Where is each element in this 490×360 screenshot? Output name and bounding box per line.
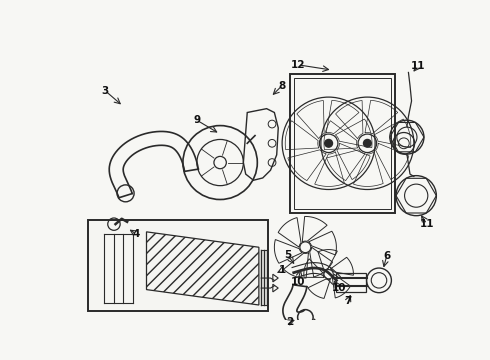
Circle shape xyxy=(325,139,333,147)
Text: 11: 11 xyxy=(420,219,434,229)
Text: 7: 7 xyxy=(344,296,352,306)
Text: 6: 6 xyxy=(383,251,391,261)
Circle shape xyxy=(364,139,371,147)
Text: 10: 10 xyxy=(331,283,346,293)
Text: 8: 8 xyxy=(278,81,286,91)
Text: 5: 5 xyxy=(284,250,291,260)
Text: 9: 9 xyxy=(194,115,200,125)
Bar xyxy=(294,78,391,209)
Bar xyxy=(290,74,394,213)
Text: 11: 11 xyxy=(411,61,425,71)
Text: 2: 2 xyxy=(286,317,294,327)
Bar xyxy=(336,273,366,292)
Text: 10: 10 xyxy=(291,277,305,287)
Text: 4: 4 xyxy=(133,229,140,239)
Text: 1: 1 xyxy=(278,265,286,275)
Text: 12: 12 xyxy=(291,60,305,70)
Bar xyxy=(88,220,268,311)
Text: 3: 3 xyxy=(102,86,109,96)
